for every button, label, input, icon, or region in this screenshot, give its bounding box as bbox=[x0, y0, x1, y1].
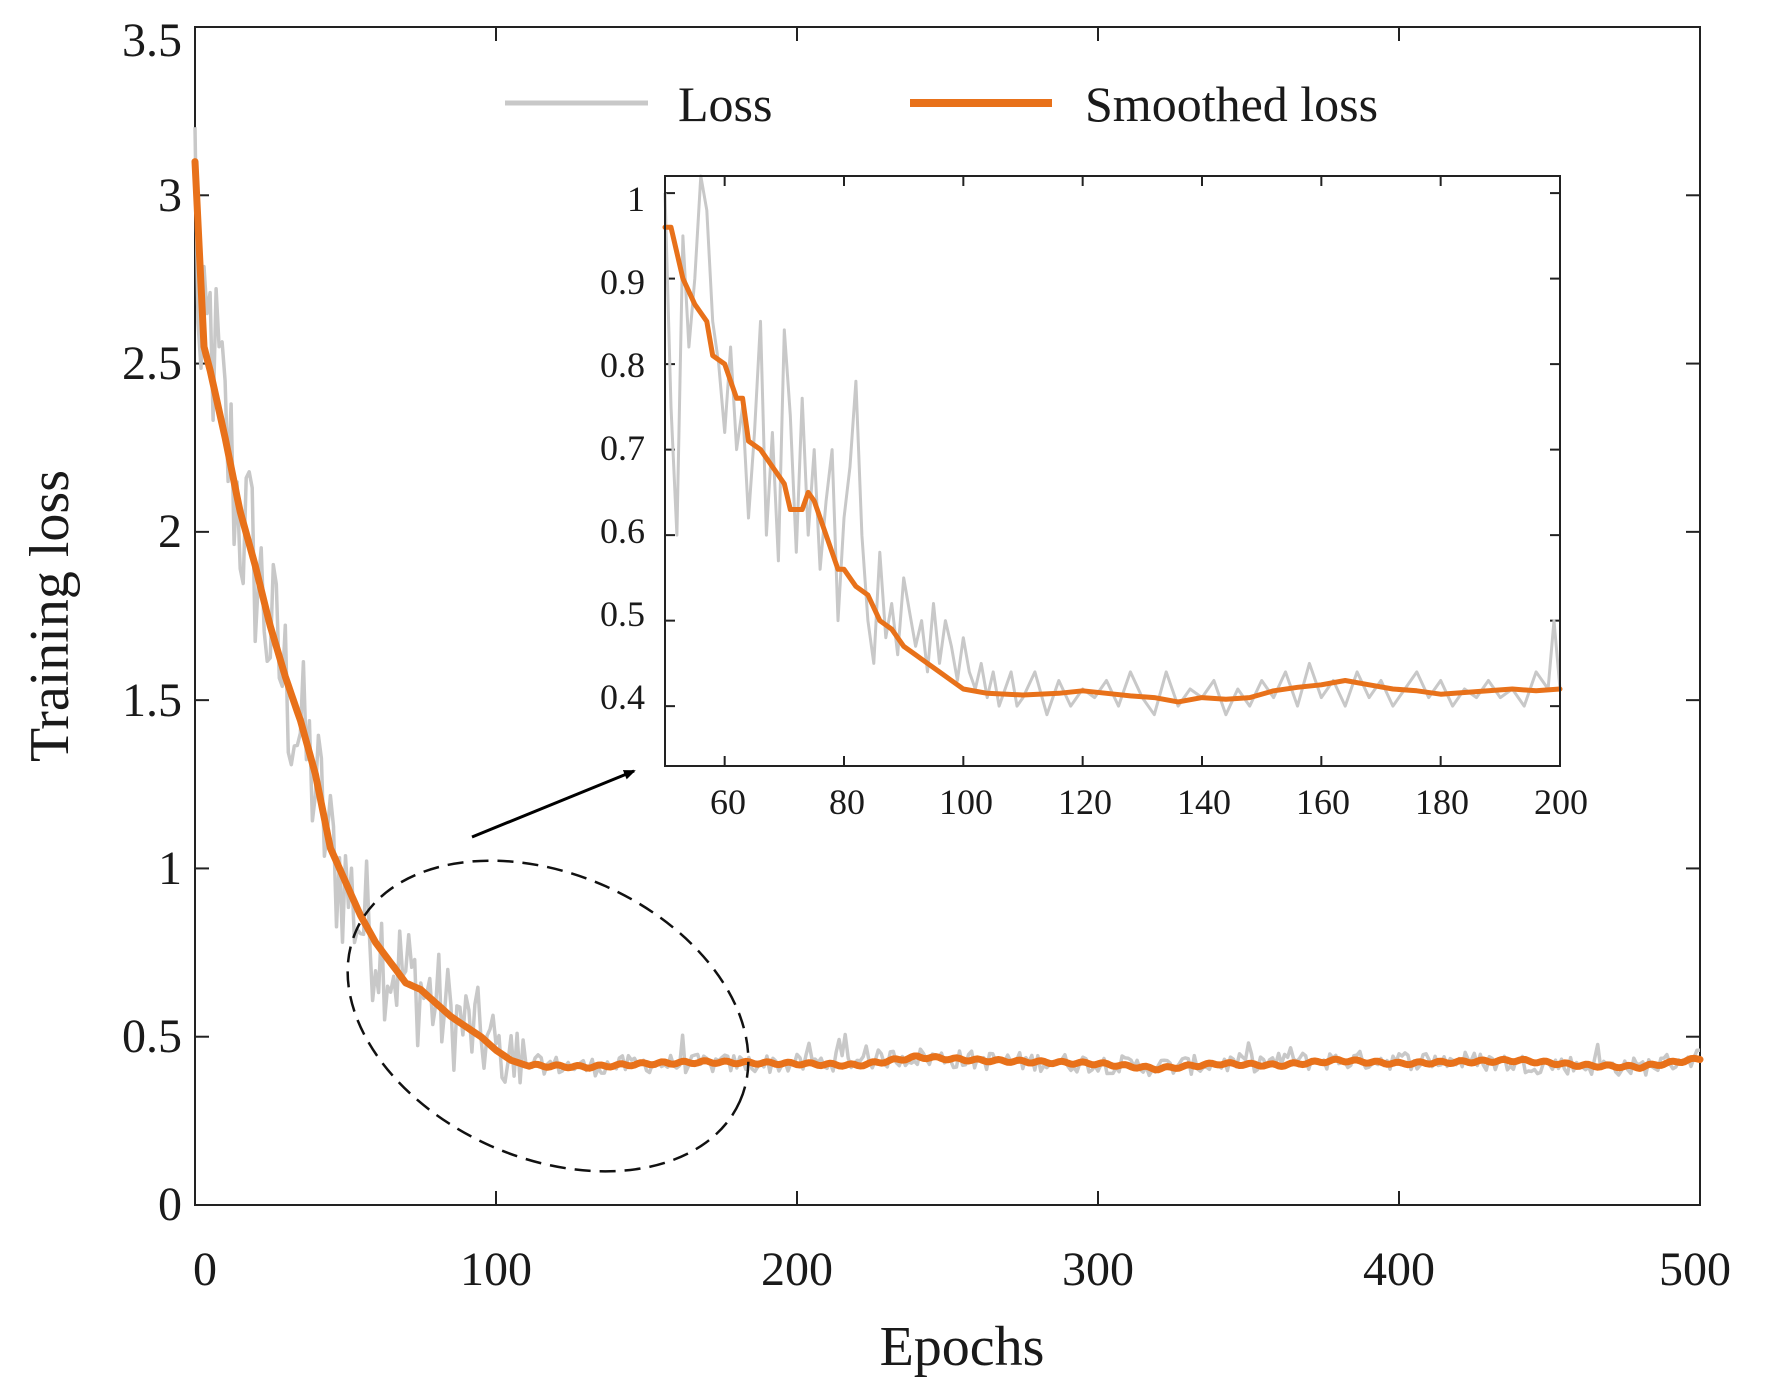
inset-y-tick-label: 1 bbox=[627, 179, 645, 219]
main-x-tick-labels: 0 100 200 300 400 500 bbox=[193, 1243, 1731, 1296]
inset-x-tick-label: 180 bbox=[1415, 782, 1469, 822]
zoom-region-ellipse bbox=[346, 859, 750, 1173]
x-tick-label: 200 bbox=[761, 1243, 833, 1296]
y-tick-label: 2 bbox=[158, 505, 182, 558]
y-tick-label: 0 bbox=[158, 1178, 182, 1231]
inset-x-tick-label: 80 bbox=[829, 782, 865, 822]
y-tick-label: 3 bbox=[158, 169, 182, 222]
zoom-arrow bbox=[471, 769, 636, 839]
inset-y-tick-label: 0.5 bbox=[600, 594, 645, 634]
inset-y-tick-label: 0.4 bbox=[600, 677, 645, 717]
inset-y-tick-label: 0.8 bbox=[600, 345, 645, 385]
main-axes: 0 100 200 300 400 500 0 0.5 1 1.5 2 2.5 … bbox=[19, 14, 1731, 1378]
y-axis-title: Training loss bbox=[19, 470, 81, 762]
main-y-tick-labels: 0 0.5 1 1.5 2 2.5 3 3.5 bbox=[122, 14, 182, 1231]
inset-y-tick-label: 0.9 bbox=[600, 262, 645, 302]
y-tick-label: 1 bbox=[158, 842, 182, 895]
main-ticks bbox=[194, 26, 1701, 1206]
inset-ticks bbox=[665, 176, 1561, 766]
y-tick-label: 3.5 bbox=[122, 14, 182, 67]
inset-x-tick-label: 60 bbox=[710, 782, 746, 822]
inset-x-tick-label: 100 bbox=[939, 782, 993, 822]
inset-smoothed-loss-series-line bbox=[662, 224, 1563, 705]
x-tick-label: 500 bbox=[1659, 1243, 1731, 1296]
inset-frame bbox=[664, 175, 1561, 767]
main-plot-frame bbox=[194, 26, 1701, 1206]
inset-y-tick-label: 0.7 bbox=[600, 428, 645, 468]
y-tick-label: 2.5 bbox=[122, 337, 182, 390]
legend-smoothed-label: Smoothed loss bbox=[1085, 76, 1378, 132]
legend: Loss Smoothed loss bbox=[505, 76, 1378, 132]
inset-x-tick-label: 120 bbox=[1058, 782, 1112, 822]
inset-y-tick-label: 0.6 bbox=[600, 511, 645, 551]
x-tick-label: 300 bbox=[1062, 1243, 1134, 1296]
x-tick-label: 400 bbox=[1363, 1243, 1435, 1296]
inset-axes: 60 80 100 120 140 160 180 200 0.4 0.5 0.… bbox=[600, 174, 1588, 822]
inset-x-tick-label: 200 bbox=[1534, 782, 1588, 822]
smoothed-loss-series-line bbox=[191, 158, 1704, 1074]
inset-x-tick-label: 160 bbox=[1296, 782, 1350, 822]
y-tick-label: 0.5 bbox=[122, 1010, 182, 1063]
x-tick-label: 0 bbox=[193, 1243, 217, 1296]
main-series bbox=[191, 127, 1704, 1085]
x-axis-title: Epochs bbox=[880, 1316, 1045, 1378]
legend-loss-label: Loss bbox=[678, 76, 772, 132]
inset-y-tick-labels: 0.4 0.5 0.6 0.7 0.8 0.9 1 bbox=[600, 179, 645, 717]
inset-x-tick-labels: 60 80 100 120 140 160 180 200 bbox=[710, 782, 1588, 822]
inset-x-tick-label: 140 bbox=[1177, 782, 1231, 822]
x-tick-label: 100 bbox=[460, 1243, 532, 1296]
y-tick-label: 1.5 bbox=[122, 674, 182, 727]
